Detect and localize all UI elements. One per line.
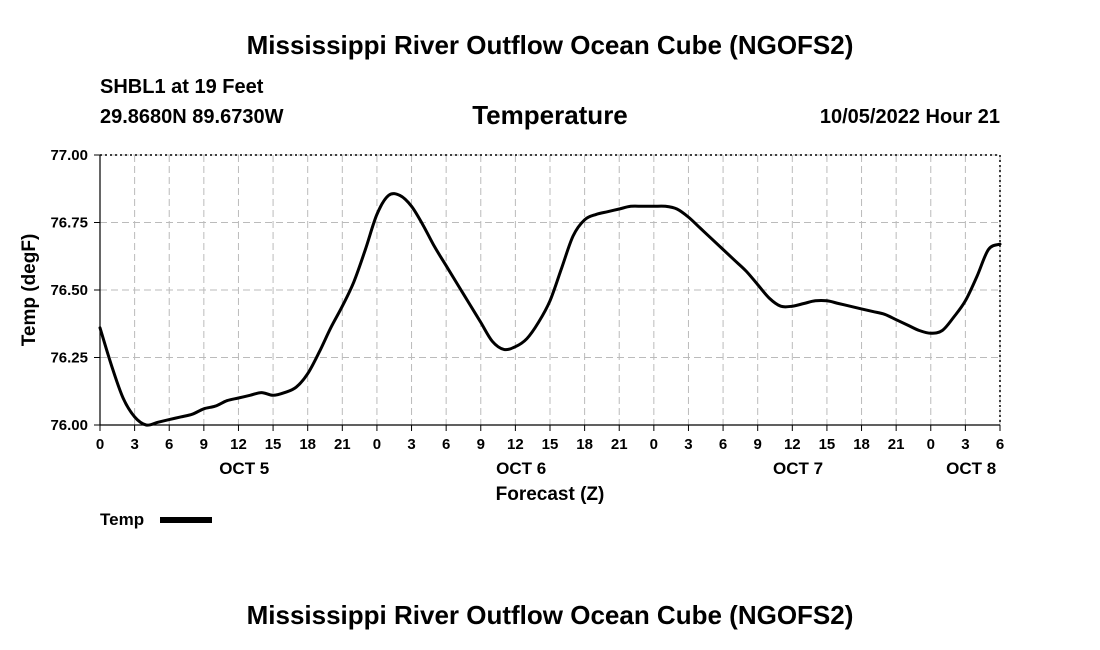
x-tick-label: 3 [684,436,692,453]
main-title: Mississippi River Outflow Ocean Cube (NG… [246,30,854,60]
x-tick-label: 15 [819,436,836,453]
x-tick-label: 6 [442,436,450,453]
x-tick-label: 15 [265,436,282,453]
station-label: SHBL1 at 19 Feet [100,76,264,98]
day-label: OCT 8 [946,459,996,478]
x-tick-label: 6 [165,436,173,453]
x-axis-title: Forecast (Z) [496,484,605,505]
x-tick-label: 18 [576,436,593,453]
x-tick-label: 21 [888,436,905,453]
x-tick-label: 21 [611,436,628,453]
y-tick-label: 76.00 [50,417,88,434]
legend-swatch [160,517,212,523]
y-tick-label: 76.75 [50,215,88,232]
x-tick-label: 3 [130,436,138,453]
forecast-datetime: 10/05/2022 Hour 21 [819,106,1000,128]
x-tick-label: 0 [650,436,658,453]
x-tick-label: 12 [784,436,801,453]
x-tick-label: 9 [200,436,208,453]
x-tick-label: 3 [961,436,969,453]
day-label: OCT 7 [773,459,823,478]
series-line-temp [98,192,1002,427]
legend-label: Temp [100,510,145,529]
station-coordinates: 29.8680N 89.6730W [100,106,284,128]
x-tick-label: 0 [927,436,935,453]
x-tick-label: 9 [754,436,762,453]
day-label: OCT 5 [219,459,269,478]
footer-title: Mississippi River Outflow Ocean Cube (NG… [246,600,854,630]
x-tick-label: 18 [853,436,870,453]
x-tick-label: 12 [230,436,247,453]
x-tick-label: 6 [719,436,727,453]
y-tick-label: 76.50 [50,282,88,299]
variable-title: Temperature [472,100,628,130]
x-tick-label: 6 [996,436,1004,453]
x-tick-label: 3 [407,436,415,453]
y-tick-label: 77.00 [50,147,88,164]
y-tick-label: 76.25 [50,350,88,367]
y-axis-title: Temp (degF) [19,234,40,347]
x-tick-label: 9 [477,436,485,453]
x-tick-label: 18 [299,436,316,453]
x-tick-label: 0 [373,436,381,453]
x-tick-label: 0 [96,436,104,453]
x-tick-label: 15 [542,436,559,453]
x-tick-label: 12 [507,436,524,453]
x-tick-label: 21 [334,436,351,453]
day-label: OCT 6 [496,459,546,478]
